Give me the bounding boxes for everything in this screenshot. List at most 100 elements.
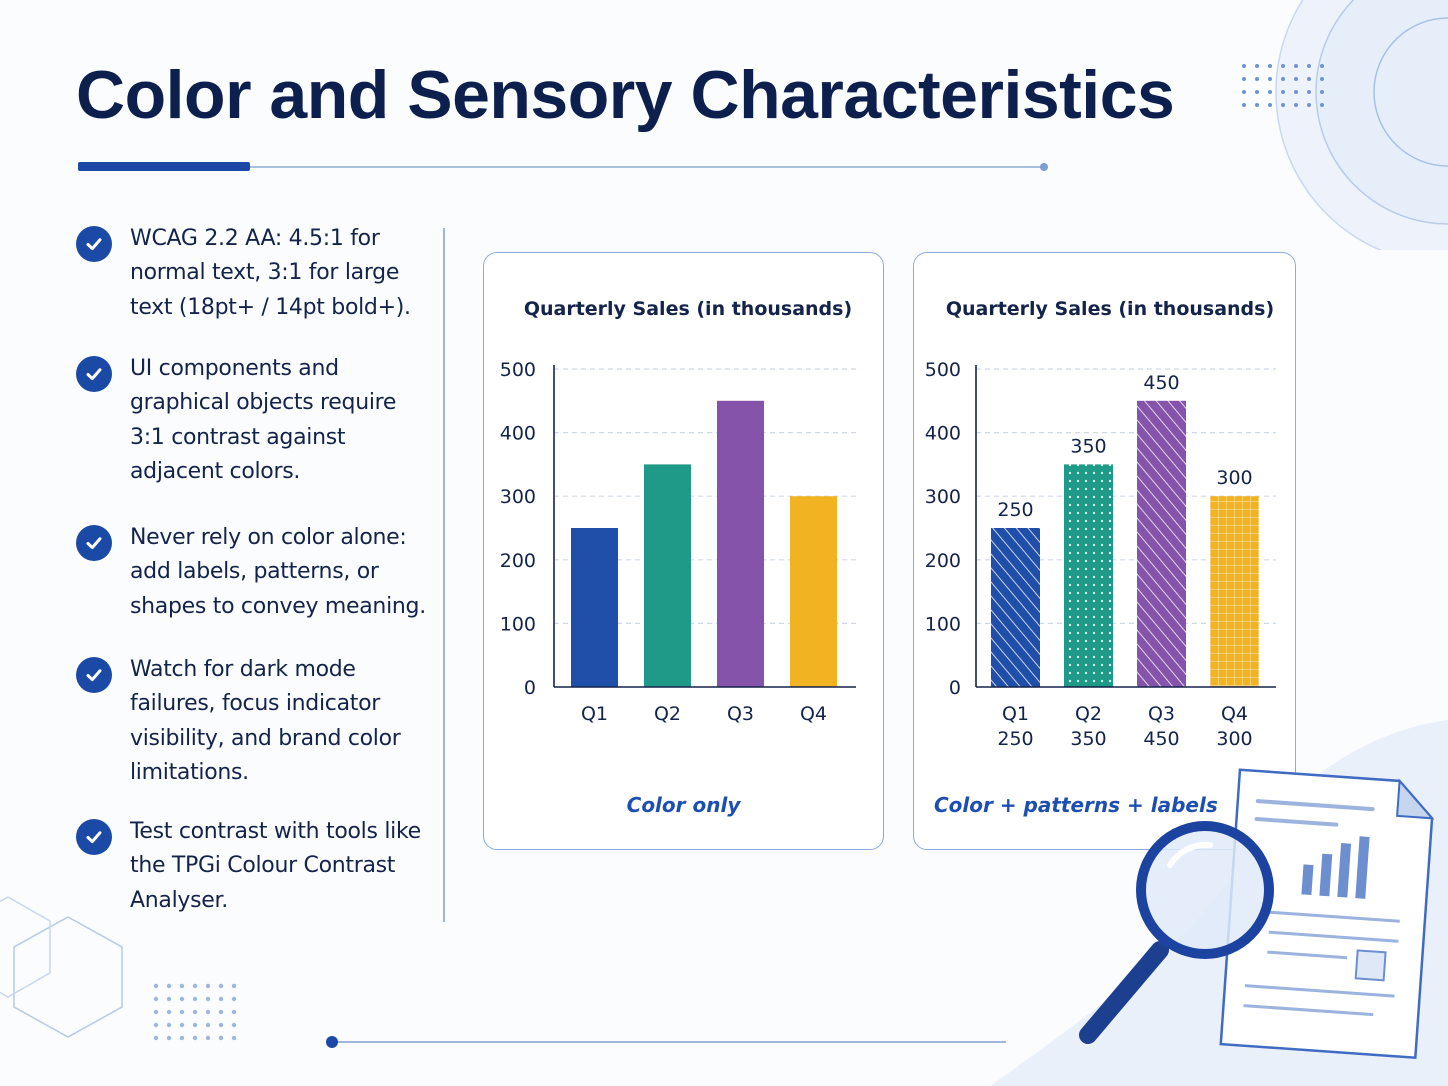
decorative-dot bbox=[192, 1035, 198, 1041]
decorative-dot bbox=[1268, 103, 1272, 107]
decorative-dot bbox=[153, 1009, 159, 1015]
decorative-dot bbox=[1255, 64, 1259, 68]
decorative-dot bbox=[1294, 103, 1298, 107]
page-title: Color and Sensory Characteristics bbox=[76, 57, 1175, 133]
decorative-dot bbox=[1281, 77, 1285, 81]
decorative-dot bbox=[1268, 64, 1272, 68]
list-item-text: Never rely on color alone: add labels, p… bbox=[130, 525, 426, 619]
decorative-dot bbox=[205, 996, 211, 1002]
list-item-text: WCAG 2.2 AA: 4.5:1 for normal text, 3:1 … bbox=[130, 226, 411, 320]
decorative-dot bbox=[231, 1009, 237, 1015]
decorative-dot bbox=[192, 1009, 198, 1015]
decorative-dot bbox=[179, 1035, 185, 1041]
decorative-dot bbox=[1268, 90, 1272, 94]
chart-card-patterns-labels: Quarterly Sales (in thousands) 0 100 200 300… bbox=[913, 252, 1296, 850]
y-tick-label: 400 bbox=[925, 423, 961, 445]
dot-grid-top-right bbox=[1242, 64, 1324, 107]
check-circle-icon bbox=[76, 356, 112, 392]
decorative-dot bbox=[205, 1022, 211, 1028]
x-tick-sublabel: 250 bbox=[997, 728, 1033, 750]
decorative-dot bbox=[231, 1035, 237, 1041]
decorative-dot bbox=[1255, 77, 1259, 81]
decorative-dot bbox=[218, 996, 224, 1002]
chart-caption: Color + patterns + labels bbox=[934, 793, 1218, 817]
list-item: Test contrast with tools like the TPGi C… bbox=[76, 815, 430, 918]
y-tick-label: 400 bbox=[500, 423, 536, 445]
decorative-dot bbox=[166, 996, 172, 1002]
decorative-dot bbox=[205, 1009, 211, 1015]
x-tick-label: Q4 bbox=[1221, 703, 1248, 725]
title-underline-dot bbox=[1040, 163, 1048, 171]
decorative-dot bbox=[218, 1022, 224, 1028]
decorative-dot bbox=[166, 1035, 172, 1041]
list-item-text: Watch for dark mode failures, focus indi… bbox=[130, 657, 401, 785]
bottom-rule bbox=[334, 1041, 1006, 1043]
y-tick-label: 500 bbox=[500, 359, 536, 381]
y-tick-label: 100 bbox=[925, 613, 961, 635]
decorative-dot bbox=[1281, 103, 1285, 107]
dot-grid-bottom-left bbox=[153, 983, 237, 1041]
decorative-dot bbox=[166, 1009, 172, 1015]
decorative-dot bbox=[1255, 103, 1259, 107]
bar-q1 bbox=[571, 528, 618, 687]
y-tick-label: 500 bbox=[925, 359, 961, 381]
decorative-dot bbox=[1320, 90, 1324, 94]
decorative-dot bbox=[166, 983, 172, 989]
bar-q2 bbox=[1064, 464, 1113, 687]
decorative-dot bbox=[1294, 90, 1298, 94]
check-circle-icon bbox=[76, 819, 112, 855]
decorative-dot bbox=[205, 1035, 211, 1041]
y-tick-label: 200 bbox=[500, 550, 536, 572]
y-tick-label: 300 bbox=[500, 486, 536, 508]
bar-q1 bbox=[991, 528, 1040, 687]
decorative-dot bbox=[1307, 64, 1311, 68]
list-item: Watch for dark mode failures, focus indi… bbox=[76, 653, 430, 790]
x-tick-sublabel: 300 bbox=[1216, 728, 1252, 750]
decorative-dot bbox=[1320, 77, 1324, 81]
bar-data-label: 350 bbox=[1070, 435, 1106, 457]
x-tick-label: Q1 bbox=[581, 703, 608, 725]
list-item: WCAG 2.2 AA: 4.5:1 for normal text, 3:1 … bbox=[76, 222, 430, 325]
decorative-dot bbox=[218, 1035, 224, 1041]
bar-data-label: 250 bbox=[997, 499, 1033, 521]
bar-q3 bbox=[717, 400, 764, 687]
list-item: Never rely on color alone: add labels, p… bbox=[76, 521, 430, 624]
decorative-circles-top-right bbox=[1275, 0, 1448, 250]
decorative-dot bbox=[1294, 64, 1298, 68]
bar-chart-color-only: Quarterly Sales (in thousands) 0 100 200 300… bbox=[500, 298, 856, 725]
decorative-dot bbox=[1307, 103, 1311, 107]
decorative-dot bbox=[179, 996, 185, 1002]
decorative-dot bbox=[166, 1022, 172, 1028]
bar-chart-patterns-labels: Quarterly Sales (in thousands) 0 100 200 300… bbox=[925, 298, 1276, 750]
check-circle-icon bbox=[76, 226, 112, 262]
check-circle-icon bbox=[76, 657, 112, 693]
x-tick-label: Q2 bbox=[654, 703, 681, 725]
chart-title: Quarterly Sales (in thousands) bbox=[946, 298, 1274, 320]
x-tick-label: Q4 bbox=[800, 703, 827, 725]
decorative-dot bbox=[192, 1022, 198, 1028]
decorative-dot bbox=[1268, 77, 1272, 81]
decorative-dot bbox=[192, 983, 198, 989]
decorative-dot bbox=[218, 1009, 224, 1015]
decorative-dot bbox=[1307, 77, 1311, 81]
y-tick-label: 200 bbox=[925, 550, 961, 572]
hexagon-outline-decoration bbox=[0, 896, 123, 1038]
decorative-dot bbox=[1307, 90, 1311, 94]
chart-card-color-only: Quarterly Sales (in thousands) 0 100 200 300… bbox=[483, 252, 884, 850]
decorative-dot bbox=[1281, 90, 1285, 94]
decorative-dot bbox=[1281, 64, 1285, 68]
y-tick-label: 0 bbox=[524, 677, 536, 699]
decorative-dot bbox=[1294, 77, 1298, 81]
bar-q4 bbox=[790, 496, 837, 687]
chart-caption: Color only bbox=[626, 793, 741, 817]
list-item-text: Test contrast with tools like the TPGi C… bbox=[130, 819, 421, 913]
x-tick-label: Q3 bbox=[1148, 703, 1175, 725]
decorative-dot bbox=[1242, 77, 1246, 81]
column-divider bbox=[443, 228, 445, 922]
decorative-dot bbox=[153, 983, 159, 989]
title-underline-accent bbox=[78, 162, 250, 171]
bar-q4 bbox=[1210, 496, 1259, 687]
list-item-text: UI components and graphical objects requ… bbox=[130, 356, 397, 484]
x-tick-label: Q2 bbox=[1075, 703, 1102, 725]
decorative-dot bbox=[231, 1022, 237, 1028]
